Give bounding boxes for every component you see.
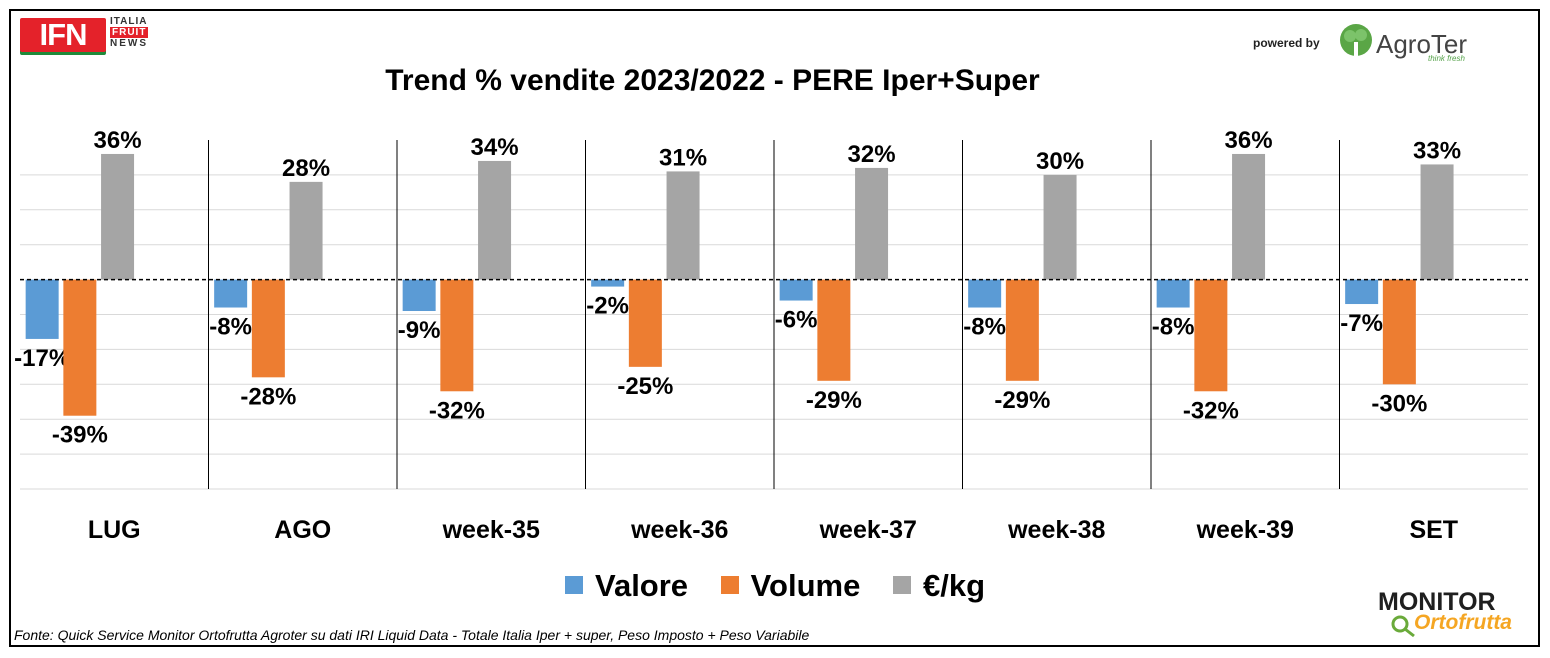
category-label: week-37 <box>819 516 917 544</box>
data-label: 30% <box>1036 148 1084 175</box>
bar-kg <box>855 167 889 280</box>
bar-valore <box>968 279 1002 308</box>
data-label: -17% <box>14 345 70 372</box>
ifn-word-news: NEWS <box>110 38 148 49</box>
bar-valore <box>779 279 813 301</box>
legend-swatch-volume <box>720 576 739 594</box>
legend-label-valore: Valore <box>594 568 689 603</box>
bar-volume <box>1382 279 1416 385</box>
legend-swatch-euro-kg <box>892 576 911 594</box>
bar-kg <box>289 181 323 280</box>
bar-kg <box>1420 164 1454 280</box>
data-label: -32% <box>1183 397 1239 424</box>
category-label: AGO <box>274 516 331 544</box>
legend-item-euro-kg: €/kg <box>892 568 985 604</box>
chart-legend: Valore Volume €/kg <box>0 568 1550 604</box>
data-label: -6% <box>775 307 818 334</box>
category-label: SET <box>1409 516 1458 544</box>
data-label: -8% <box>963 314 1006 341</box>
bar-volume <box>1194 279 1228 392</box>
legend-swatch-valore <box>564 576 583 594</box>
data-label: -8% <box>1152 314 1195 341</box>
data-label: 36% <box>94 127 142 154</box>
monitor-logo-top: MONITOR <box>1378 588 1496 616</box>
bar-kg <box>101 153 135 280</box>
bar-valore <box>402 279 436 312</box>
agroter-tagline: think fresh <box>1428 54 1465 63</box>
bar-kg <box>478 160 512 280</box>
ifn-word-fruit: FRUIT <box>110 27 149 38</box>
data-label: -28% <box>240 383 296 410</box>
powered-by-label: powered by <box>1253 36 1320 50</box>
data-label: 34% <box>471 134 519 161</box>
tree-icon <box>1340 24 1372 56</box>
bar-volume <box>628 279 662 367</box>
data-label: 36% <box>1225 127 1273 154</box>
category-label: week-35 <box>442 516 540 544</box>
data-label: -7% <box>1340 310 1383 337</box>
bar-valore <box>1156 279 1190 308</box>
ifn-logo-words: ITALIA FRUIT NEWS <box>110 16 149 49</box>
data-label: 28% <box>282 155 330 182</box>
category-label: week-39 <box>1196 516 1294 544</box>
data-label: -29% <box>806 387 862 414</box>
bar-valore <box>25 279 59 339</box>
legend-label-euro-kg: €/kg <box>922 568 985 603</box>
legend-label-volume: Volume <box>750 568 861 603</box>
source-footnote: Fonte: Quick Service Monitor Ortofrutta … <box>14 627 810 643</box>
data-label: -39% <box>52 422 108 449</box>
category-label: LUG <box>88 516 141 544</box>
magnifier-icon <box>1391 615 1415 638</box>
data-label: -9% <box>398 317 441 344</box>
ifn-word-italia: ITALIA <box>110 16 148 27</box>
bar-volume <box>440 279 474 392</box>
bar-volume <box>251 279 285 378</box>
legend-item-valore: Valore <box>564 568 689 604</box>
data-label: 31% <box>659 144 707 171</box>
bar-volume <box>63 279 97 416</box>
bar-valore <box>591 279 625 287</box>
monitor-ortofrutta-logo: MONITOR Ortofrutta <box>1378 588 1538 638</box>
bar-volume <box>817 279 851 381</box>
data-label: -2% <box>586 293 629 320</box>
ifn-logo-mark: IFN <box>20 18 106 52</box>
data-label: -29% <box>994 387 1050 414</box>
category-label: week-36 <box>630 516 728 544</box>
monitor-logo-bottom: Ortofrutta <box>1414 611 1512 634</box>
bar-kg <box>666 171 700 280</box>
bar-valore <box>1345 279 1379 305</box>
chart-title: Trend % vendite 2023/2022 - PERE Iper+Su… <box>385 64 1040 97</box>
data-label: -30% <box>1371 390 1427 417</box>
bar-kg <box>1043 174 1077 280</box>
data-label: -8% <box>209 314 252 341</box>
bar-kg <box>1232 153 1266 280</box>
category-label: week-38 <box>1007 516 1105 544</box>
data-label: -25% <box>617 373 673 400</box>
agroter-logo: AgroTer think fresh <box>1338 22 1488 66</box>
data-label: 33% <box>1413 137 1461 164</box>
agroter-name: AgroTer <box>1376 29 1468 59</box>
bar-volume <box>1005 279 1039 381</box>
data-label: -32% <box>429 397 485 424</box>
ifn-logo: IFN ITALIA FRUIT NEWS <box>20 16 170 56</box>
data-label: 32% <box>848 141 896 168</box>
bar-valore <box>214 279 248 308</box>
legend-item-volume: Volume <box>720 568 861 604</box>
